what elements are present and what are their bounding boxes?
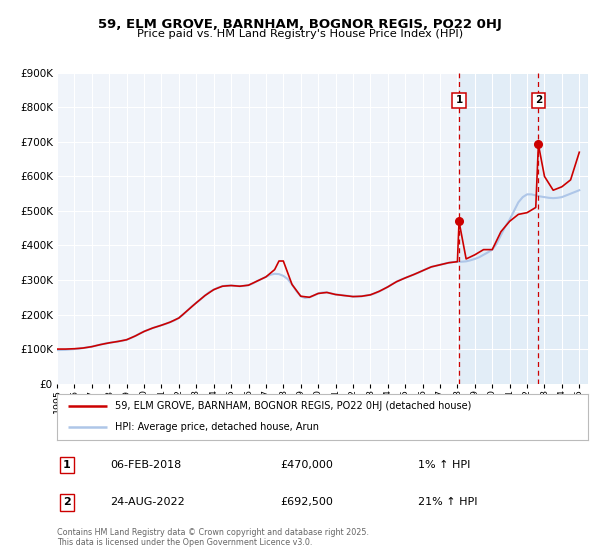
Text: Price paid vs. HM Land Registry's House Price Index (HPI): Price paid vs. HM Land Registry's House … xyxy=(137,29,463,39)
Text: HPI: Average price, detached house, Arun: HPI: Average price, detached house, Arun xyxy=(115,422,319,432)
Text: 59, ELM GROVE, BARNHAM, BOGNOR REGIS, PO22 0HJ: 59, ELM GROVE, BARNHAM, BOGNOR REGIS, PO… xyxy=(98,18,502,31)
Text: 59, ELM GROVE, BARNHAM, BOGNOR REGIS, PO22 0HJ (detached house): 59, ELM GROVE, BARNHAM, BOGNOR REGIS, PO… xyxy=(115,401,472,411)
Text: 1% ↑ HPI: 1% ↑ HPI xyxy=(418,460,470,470)
Text: 06-FEB-2018: 06-FEB-2018 xyxy=(110,460,181,470)
Bar xyxy=(459,73,588,384)
Text: 1: 1 xyxy=(62,460,70,470)
Text: Contains HM Land Registry data © Crown copyright and database right 2025.
This d: Contains HM Land Registry data © Crown c… xyxy=(57,528,369,547)
Text: 2: 2 xyxy=(62,497,70,507)
Text: 24-AUG-2022: 24-AUG-2022 xyxy=(110,497,185,507)
Text: 21% ↑ HPI: 21% ↑ HPI xyxy=(418,497,478,507)
Text: £692,500: £692,500 xyxy=(280,497,333,507)
Text: 2: 2 xyxy=(535,95,542,105)
Text: 1: 1 xyxy=(455,95,463,105)
Text: £470,000: £470,000 xyxy=(280,460,333,470)
